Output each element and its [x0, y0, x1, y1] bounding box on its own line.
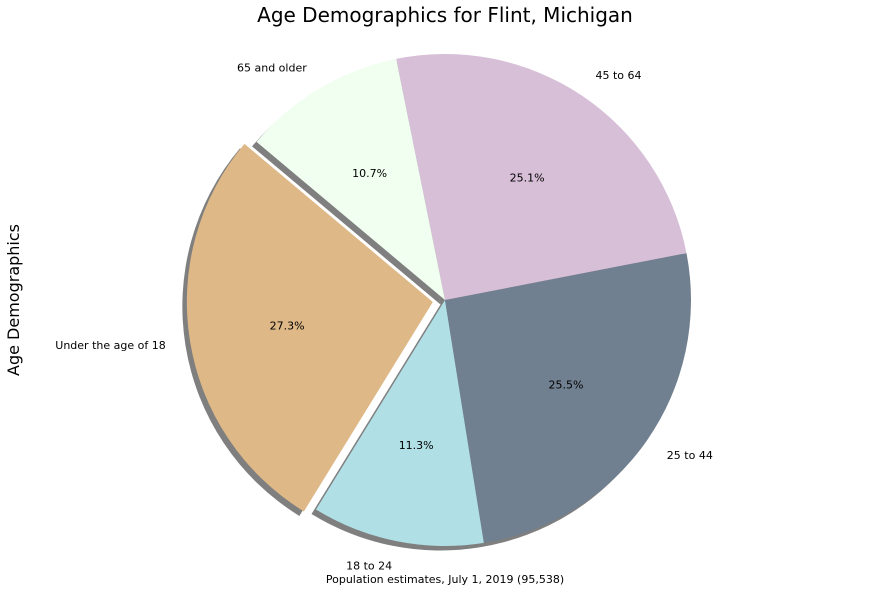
wedge-45-to-64 — [396, 54, 687, 300]
wedge-25-to-44 — [445, 253, 691, 543]
slice-percent-65-and-older: 10.7% — [352, 167, 387, 180]
slice-label-18-to-24: 18 to 24 — [346, 559, 392, 572]
chart-title: Age Demographics for Flint, Michigan — [257, 3, 633, 27]
y-axis-label: Age Demographics — [4, 224, 23, 376]
slice-percent-25-to-44: 25.5% — [548, 379, 583, 392]
slice-label-25-to-44: 25 to 44 — [667, 449, 713, 462]
slice-label-45-to-64: 45 to 64 — [595, 69, 641, 82]
x-axis-label: Population estimates, July 1, 2019 (95,5… — [326, 573, 564, 586]
pie-wedges — [186, 54, 691, 546]
slice-percent-45-to-64: 25.1% — [510, 171, 545, 184]
slice-label-under-the-age-of-18: Under the age of 18 — [55, 339, 165, 352]
slice-percent-under-the-age-of-18: 27.3% — [270, 320, 305, 333]
wedge-under-the-age-of-18 — [186, 143, 433, 512]
wedge-18-to-24 — [316, 300, 484, 546]
slice-label-65-and-older: 65 and older — [237, 61, 307, 74]
wedge-65-and-older — [256, 58, 445, 301]
slice-percent-18-to-24: 11.3% — [399, 439, 434, 452]
pie-labels: Under the age of 18 27.3% 18 to 24 11.3% 25 … — [55, 61, 713, 572]
